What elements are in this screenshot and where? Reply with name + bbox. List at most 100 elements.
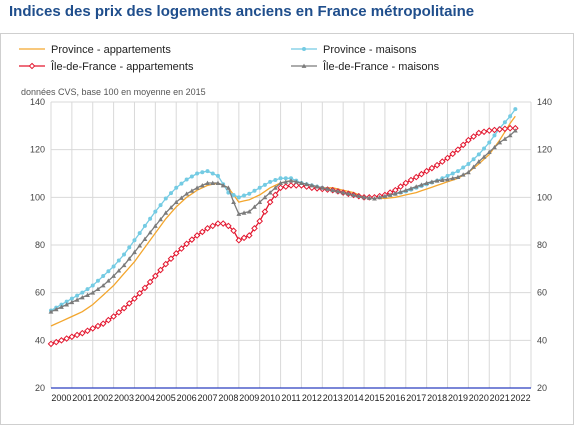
data-point — [147, 230, 153, 235]
data-point — [111, 273, 117, 278]
legend-item: Province - maisons — [291, 44, 417, 56]
data-point — [397, 183, 404, 190]
data-point — [205, 180, 210, 185]
data-point — [204, 225, 211, 232]
legend-item: Île-de-France - appartements — [19, 60, 194, 73]
data-point — [174, 185, 179, 190]
data-point — [319, 185, 325, 190]
data-point — [158, 216, 163, 222]
data-point — [73, 331, 81, 339]
data-point — [219, 220, 227, 227]
series-4 — [48, 128, 518, 314]
data-point — [412, 173, 420, 181]
data-point — [52, 338, 60, 346]
data-point — [513, 107, 518, 112]
data-point — [111, 264, 116, 269]
data-point — [438, 158, 446, 165]
data-point — [382, 193, 388, 199]
data-point — [272, 185, 278, 190]
x-tick-label: 2005 — [156, 393, 176, 403]
y-tick-label-left: 80 — [35, 240, 45, 250]
data-point — [372, 196, 377, 201]
data-point — [167, 255, 175, 263]
x-tick-label: 2009 — [239, 393, 259, 403]
data-point — [153, 209, 158, 214]
grid — [50, 101, 532, 388]
data-point — [482, 146, 487, 151]
data-point — [47, 340, 55, 348]
data-point — [194, 185, 200, 190]
data-point — [287, 182, 295, 189]
chart-frame: 20 20 40 40 60 60 80 80 100 100 120 120 140 140 2000 20… — [0, 33, 574, 425]
data-point — [476, 159, 482, 164]
data-point — [512, 128, 518, 133]
data-point — [231, 199, 237, 205]
data-point — [278, 176, 283, 181]
data-point — [136, 289, 144, 297]
data-point — [157, 266, 164, 274]
data-point — [302, 47, 306, 51]
x-tick-label: 2007 — [198, 393, 218, 403]
x-tick-label: 2014 — [344, 393, 364, 403]
data-point — [178, 245, 185, 252]
data-point — [132, 238, 137, 243]
data-point — [325, 186, 330, 191]
data-point — [429, 179, 435, 184]
data-point — [262, 194, 268, 200]
data-point — [184, 191, 190, 196]
data-point — [172, 250, 180, 257]
data-point — [486, 149, 492, 154]
data-point — [272, 191, 279, 199]
data-point — [283, 176, 288, 181]
data-point — [193, 232, 201, 239]
data-point — [189, 188, 195, 193]
data-point — [132, 249, 137, 255]
x-tick-label: 2008 — [218, 393, 238, 403]
data-point — [105, 278, 111, 283]
data-point — [471, 164, 477, 169]
data-point — [126, 256, 132, 261]
x-tick-label: 2011 — [281, 393, 300, 403]
data-point — [64, 302, 70, 307]
data-point — [470, 133, 477, 140]
data-point — [215, 173, 220, 178]
data-point — [198, 228, 206, 236]
data-point — [205, 169, 210, 174]
data-point — [142, 223, 147, 228]
data-point — [131, 295, 138, 302]
data-point — [90, 283, 95, 288]
data-point — [99, 320, 107, 327]
y-tick-label-left: 60 — [35, 288, 45, 298]
data-point — [282, 183, 290, 190]
data-point — [63, 335, 70, 342]
data-point — [433, 161, 441, 169]
y-tick-label-left: 120 — [30, 145, 45, 155]
data-point — [141, 284, 149, 292]
data-point — [127, 245, 132, 250]
y-tick-label-right: 40 — [537, 335, 547, 345]
data-point — [502, 120, 507, 125]
data-point — [69, 296, 74, 301]
data-point — [89, 325, 97, 332]
data-point — [251, 225, 258, 232]
data-point — [146, 278, 154, 286]
legend-label: Île-de-France - appartements — [50, 60, 194, 73]
data-point — [301, 63, 307, 68]
data-point — [387, 192, 393, 197]
data-point — [116, 258, 121, 263]
legend-item: Île-de-France - maisons — [291, 60, 440, 73]
data-point — [423, 167, 430, 175]
data-point — [241, 210, 247, 215]
data-point — [257, 185, 262, 190]
data-point — [398, 189, 403, 194]
data-point — [48, 309, 54, 314]
data-point — [199, 183, 205, 188]
data-point — [101, 273, 106, 278]
legend-label: Province - maisons — [323, 44, 417, 56]
data-point — [475, 129, 483, 137]
data-point — [445, 173, 450, 178]
series-layer — [47, 107, 519, 348]
x-tick-label: 2013 — [323, 393, 343, 403]
